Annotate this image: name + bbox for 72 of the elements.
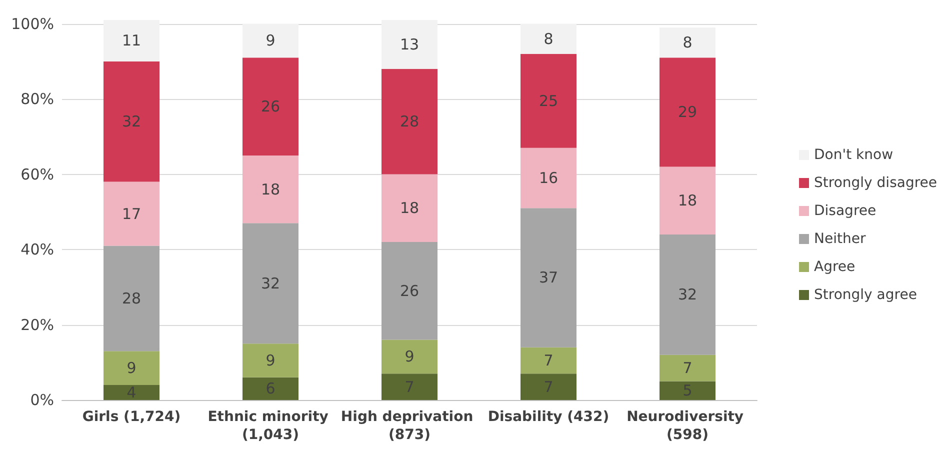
data-label: 11	[122, 32, 142, 50]
bar	[382, 20, 438, 69]
bar	[242, 58, 298, 156]
bar	[104, 182, 160, 246]
data-label: 26	[260, 98, 280, 116]
y-tick-label: 100%	[11, 14, 54, 33]
bar	[242, 155, 298, 224]
data-label: 25	[538, 92, 558, 110]
bar	[382, 242, 438, 340]
bar	[104, 384, 160, 400]
x-tick-label: High deprivation (873)	[340, 409, 478, 443]
legend-label: Agree	[814, 259, 856, 275]
x-tick-label: Ethnic minority (1,043)	[208, 409, 334, 443]
bar	[104, 61, 160, 182]
bar	[242, 377, 298, 400]
data-label: 28	[122, 289, 142, 308]
bar	[382, 174, 438, 242]
data-label: 32	[122, 112, 142, 131]
legend-label: Strongly agree	[814, 287, 917, 303]
data-label: 8	[544, 30, 554, 48]
data-label: 29	[678, 103, 698, 122]
bar	[660, 166, 716, 234]
data-label: 17	[122, 204, 142, 223]
bar	[242, 223, 298, 344]
bar	[660, 381, 716, 400]
data-label: 9	[266, 32, 276, 50]
legend-label: Neither	[814, 231, 866, 247]
x-tick-label: Neurodiversity (598)	[626, 409, 748, 443]
y-tick-label: 20%	[20, 316, 54, 334]
bar	[104, 246, 160, 352]
x-tick-label: Disability (432)	[488, 409, 610, 425]
data-label: 18	[400, 199, 420, 218]
data-label: 9	[266, 351, 276, 370]
y-tick-label: 80%	[20, 90, 54, 108]
bar	[382, 68, 438, 174]
y-tick-label: 60%	[20, 165, 54, 184]
legend-label: Disagree	[814, 203, 876, 219]
legend-label: Strongly disagree	[814, 175, 938, 191]
data-label: 32	[678, 286, 698, 304]
bar	[382, 374, 438, 400]
bar	[520, 374, 576, 400]
data-label: 18	[260, 180, 280, 198]
bar	[660, 28, 716, 58]
bar	[520, 148, 576, 208]
x-tick-label: Girls (1,724)	[82, 409, 181, 425]
data-label: 13	[400, 35, 420, 54]
data-label: 8	[682, 34, 692, 52]
data-label: 7	[682, 359, 692, 378]
data-label: 26	[400, 282, 420, 300]
legend-label: Don't know	[814, 147, 894, 163]
bar	[242, 24, 298, 58]
bar	[660, 234, 716, 355]
bar	[520, 54, 576, 148]
bar	[520, 347, 576, 374]
bar	[104, 351, 160, 385]
bar	[104, 20, 160, 62]
data-label: 28	[400, 112, 420, 131]
y-tick-label: 40%	[20, 240, 54, 259]
data-label: 18	[678, 192, 698, 210]
data-label: 32	[260, 274, 280, 292]
bar	[382, 340, 438, 374]
data-label: 16	[538, 169, 558, 188]
bar	[520, 208, 576, 348]
data-label: 9	[126, 359, 136, 378]
bar	[242, 344, 298, 378]
data-label: 9	[404, 348, 414, 366]
bar	[520, 24, 576, 54]
bar	[660, 58, 716, 167]
data-label: 37	[538, 268, 558, 287]
data-label: 7	[544, 351, 554, 370]
y-tick-label: 0%	[30, 391, 54, 409]
bar	[660, 354, 716, 382]
